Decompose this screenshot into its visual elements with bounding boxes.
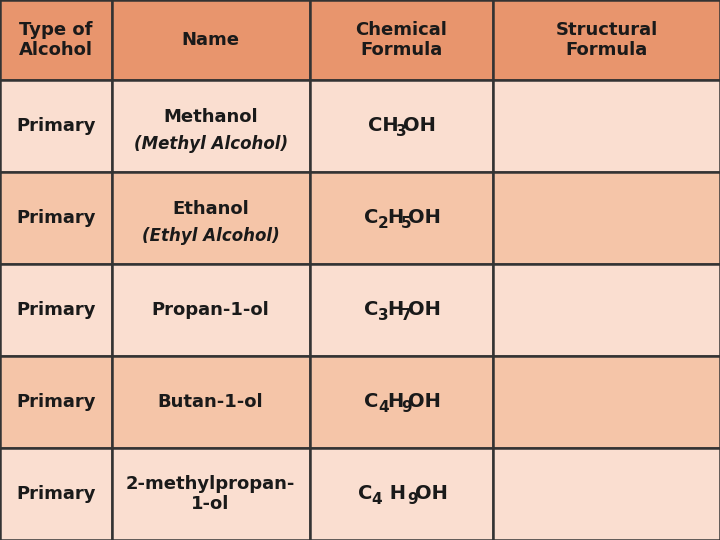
Bar [310,264,493,356]
Bar [310,172,493,264]
Bar [310,0,493,80]
Bar [493,264,720,356]
Text: 3: 3 [396,124,407,139]
Text: 3: 3 [378,308,389,322]
Bar [310,356,493,448]
Text: Methanol: Methanol [163,107,258,126]
Bar [0,172,112,264]
Text: Type of
Alcohol: Type of Alcohol [19,21,93,59]
Text: (Methyl Alcohol): (Methyl Alcohol) [133,136,288,153]
Bar [112,172,310,264]
Bar [0,448,112,540]
Text: 2-methylpropan-
1-ol: 2-methylpropan- 1-ol [126,475,295,514]
Text: C: C [364,208,379,227]
Text: Primary: Primary [16,209,96,227]
Text: Primary: Primary [16,301,96,319]
Text: H: H [383,484,406,503]
Text: H: H [387,300,403,320]
Bar [0,264,112,356]
Bar [112,0,310,80]
Text: C: C [364,300,379,320]
Bar [310,80,493,172]
Text: OH: OH [408,208,441,227]
Text: 9: 9 [401,400,412,415]
Text: H: H [387,208,403,227]
Bar [493,0,720,80]
Bar [493,448,720,540]
Bar [112,448,310,540]
Text: Primary: Primary [16,117,96,135]
Text: OH: OH [408,300,441,320]
Text: Butan-1-ol: Butan-1-ol [158,393,264,411]
Text: OH: OH [408,393,441,411]
Bar [493,172,720,264]
Bar [493,80,720,172]
Bar [310,448,493,540]
Text: OH: OH [403,117,436,136]
Text: 4: 4 [378,400,389,415]
Text: Primary: Primary [16,485,96,503]
Text: 9: 9 [408,491,418,507]
Text: Chemical
Formula: Chemical Formula [356,21,447,59]
Text: 5: 5 [401,215,412,231]
Text: Ethanol: Ethanol [172,200,249,218]
Bar [0,80,112,172]
Text: Propan-1-ol: Propan-1-ol [152,301,269,319]
Text: Structural
Formula: Structural Formula [555,21,658,59]
Bar [112,356,310,448]
Bar [0,0,112,80]
Text: (Ethyl Alcohol): (Ethyl Alcohol) [142,227,279,245]
Bar [112,80,310,172]
Text: 7: 7 [401,308,412,322]
Text: H: H [387,393,403,411]
Text: CH: CH [368,117,399,136]
Bar [0,356,112,448]
Text: 2: 2 [378,215,389,231]
Text: C: C [364,393,379,411]
Text: Name: Name [181,31,240,49]
Text: 4: 4 [372,491,382,507]
Text: Primary: Primary [16,393,96,411]
Text: C: C [358,484,372,503]
Bar [112,264,310,356]
Text: OH: OH [415,484,448,503]
Bar [493,356,720,448]
